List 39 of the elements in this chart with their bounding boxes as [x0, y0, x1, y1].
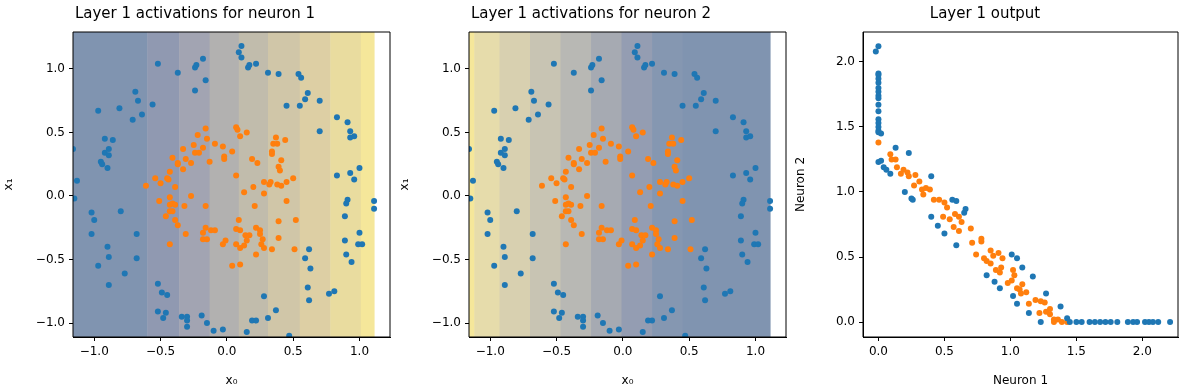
chart-title: Layer 1 activations for neuron 1: [74, 3, 316, 22]
x-tick-label: 2.0: [1132, 344, 1152, 359]
chart-title: Layer 1 output: [929, 3, 1041, 22]
x-axis-title: x₀: [621, 372, 634, 387]
y-axis-title: Neuron 2: [793, 156, 808, 213]
y-tick-label: 0.0: [835, 314, 855, 329]
y-tick-label: 0.0: [45, 188, 65, 203]
x-tick-label: 1.0: [745, 344, 766, 359]
y-tick-label: 0.0: [441, 188, 461, 203]
y-tick-label: 1.0: [441, 60, 461, 75]
y-tick-label: 0.5: [835, 249, 855, 264]
y-tick-label: −0.5: [35, 251, 65, 266]
x-tick-label: 0.5: [679, 344, 699, 359]
chart-title: Layer 1 activations for neuron 2: [470, 3, 712, 22]
x-tick-label: −1.0: [475, 344, 505, 359]
x-tick-label: −0.5: [541, 344, 572, 359]
y-tick-label: −1.0: [35, 315, 65, 330]
x-tick-label: 0.0: [217, 344, 237, 359]
x-tick-label: 0.0: [868, 344, 888, 359]
y-tick-label: −1.0: [431, 315, 461, 330]
y-tick-label: 1.5: [835, 119, 855, 134]
y-tick-label: 0.5: [441, 124, 461, 139]
y-tick-label: 1.0: [835, 184, 855, 199]
y-axis-title: x₁: [1, 178, 16, 191]
y-tick-label: 1.0: [45, 60, 65, 75]
y-tick-label: 0.5: [45, 124, 65, 139]
x-tick-label: 1.0: [349, 344, 370, 359]
x-axis-title: Neuron 1: [992, 372, 1049, 387]
x-tick-label: 0.5: [283, 344, 303, 359]
x-tick-label: 1.0: [1000, 344, 1020, 359]
x-axis-title: x₀: [225, 372, 238, 387]
y-tick-label: −0.5: [431, 251, 461, 266]
x-tick-label: −0.5: [145, 344, 176, 359]
y-tick-label: 2.0: [835, 54, 855, 69]
x-tick-label: 1.5: [1066, 344, 1086, 359]
x-tick-label: −1.0: [79, 344, 109, 359]
x-tick-label: 0.0: [613, 344, 633, 359]
x-tick-label: 0.5: [934, 344, 954, 359]
y-axis-title: x₁: [397, 178, 412, 191]
